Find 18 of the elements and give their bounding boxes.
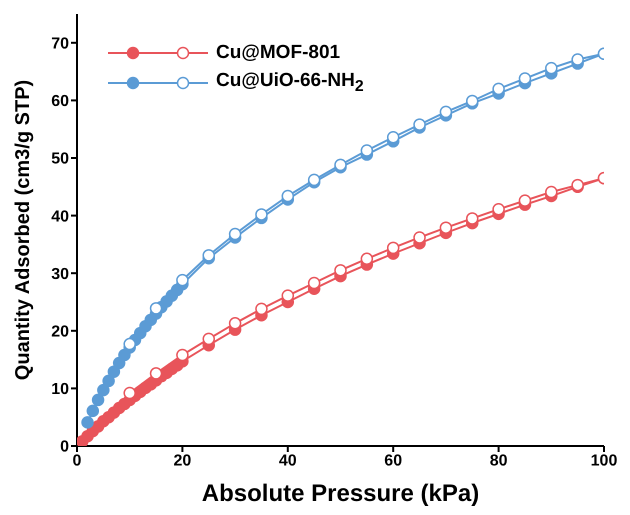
y-tick-label: 0 [60, 438, 70, 456]
x-tick-label: 40 [278, 452, 297, 470]
x-tick-label: 0 [72, 452, 82, 470]
y-tick-label: 70 [51, 35, 70, 52]
x-tick-label: 60 [384, 452, 402, 470]
y-tick-label: 30 [51, 266, 70, 283]
y-tick-label: 40 [51, 208, 70, 226]
y-tick-label: 20 [51, 323, 70, 340]
x-tick-label: 100 [590, 452, 618, 470]
legend-label: Cu@UiO-66-NH$_{2}$ [216, 70, 364, 96]
y-axis-title: Quantity Adsorbed (cm3/g STP) [12, 80, 34, 380]
y-tick-label: 60 [51, 93, 70, 110]
y-tick-label: 50 [51, 150, 70, 168]
y-tick-label: 10 [51, 381, 70, 398]
x-tick-label: 80 [490, 452, 508, 470]
legend-label: Cu@MOF-801 [216, 42, 340, 64]
x-tick-label: 20 [174, 452, 192, 470]
x-axis-title: Absolute Pressure (kPa) [202, 480, 480, 507]
